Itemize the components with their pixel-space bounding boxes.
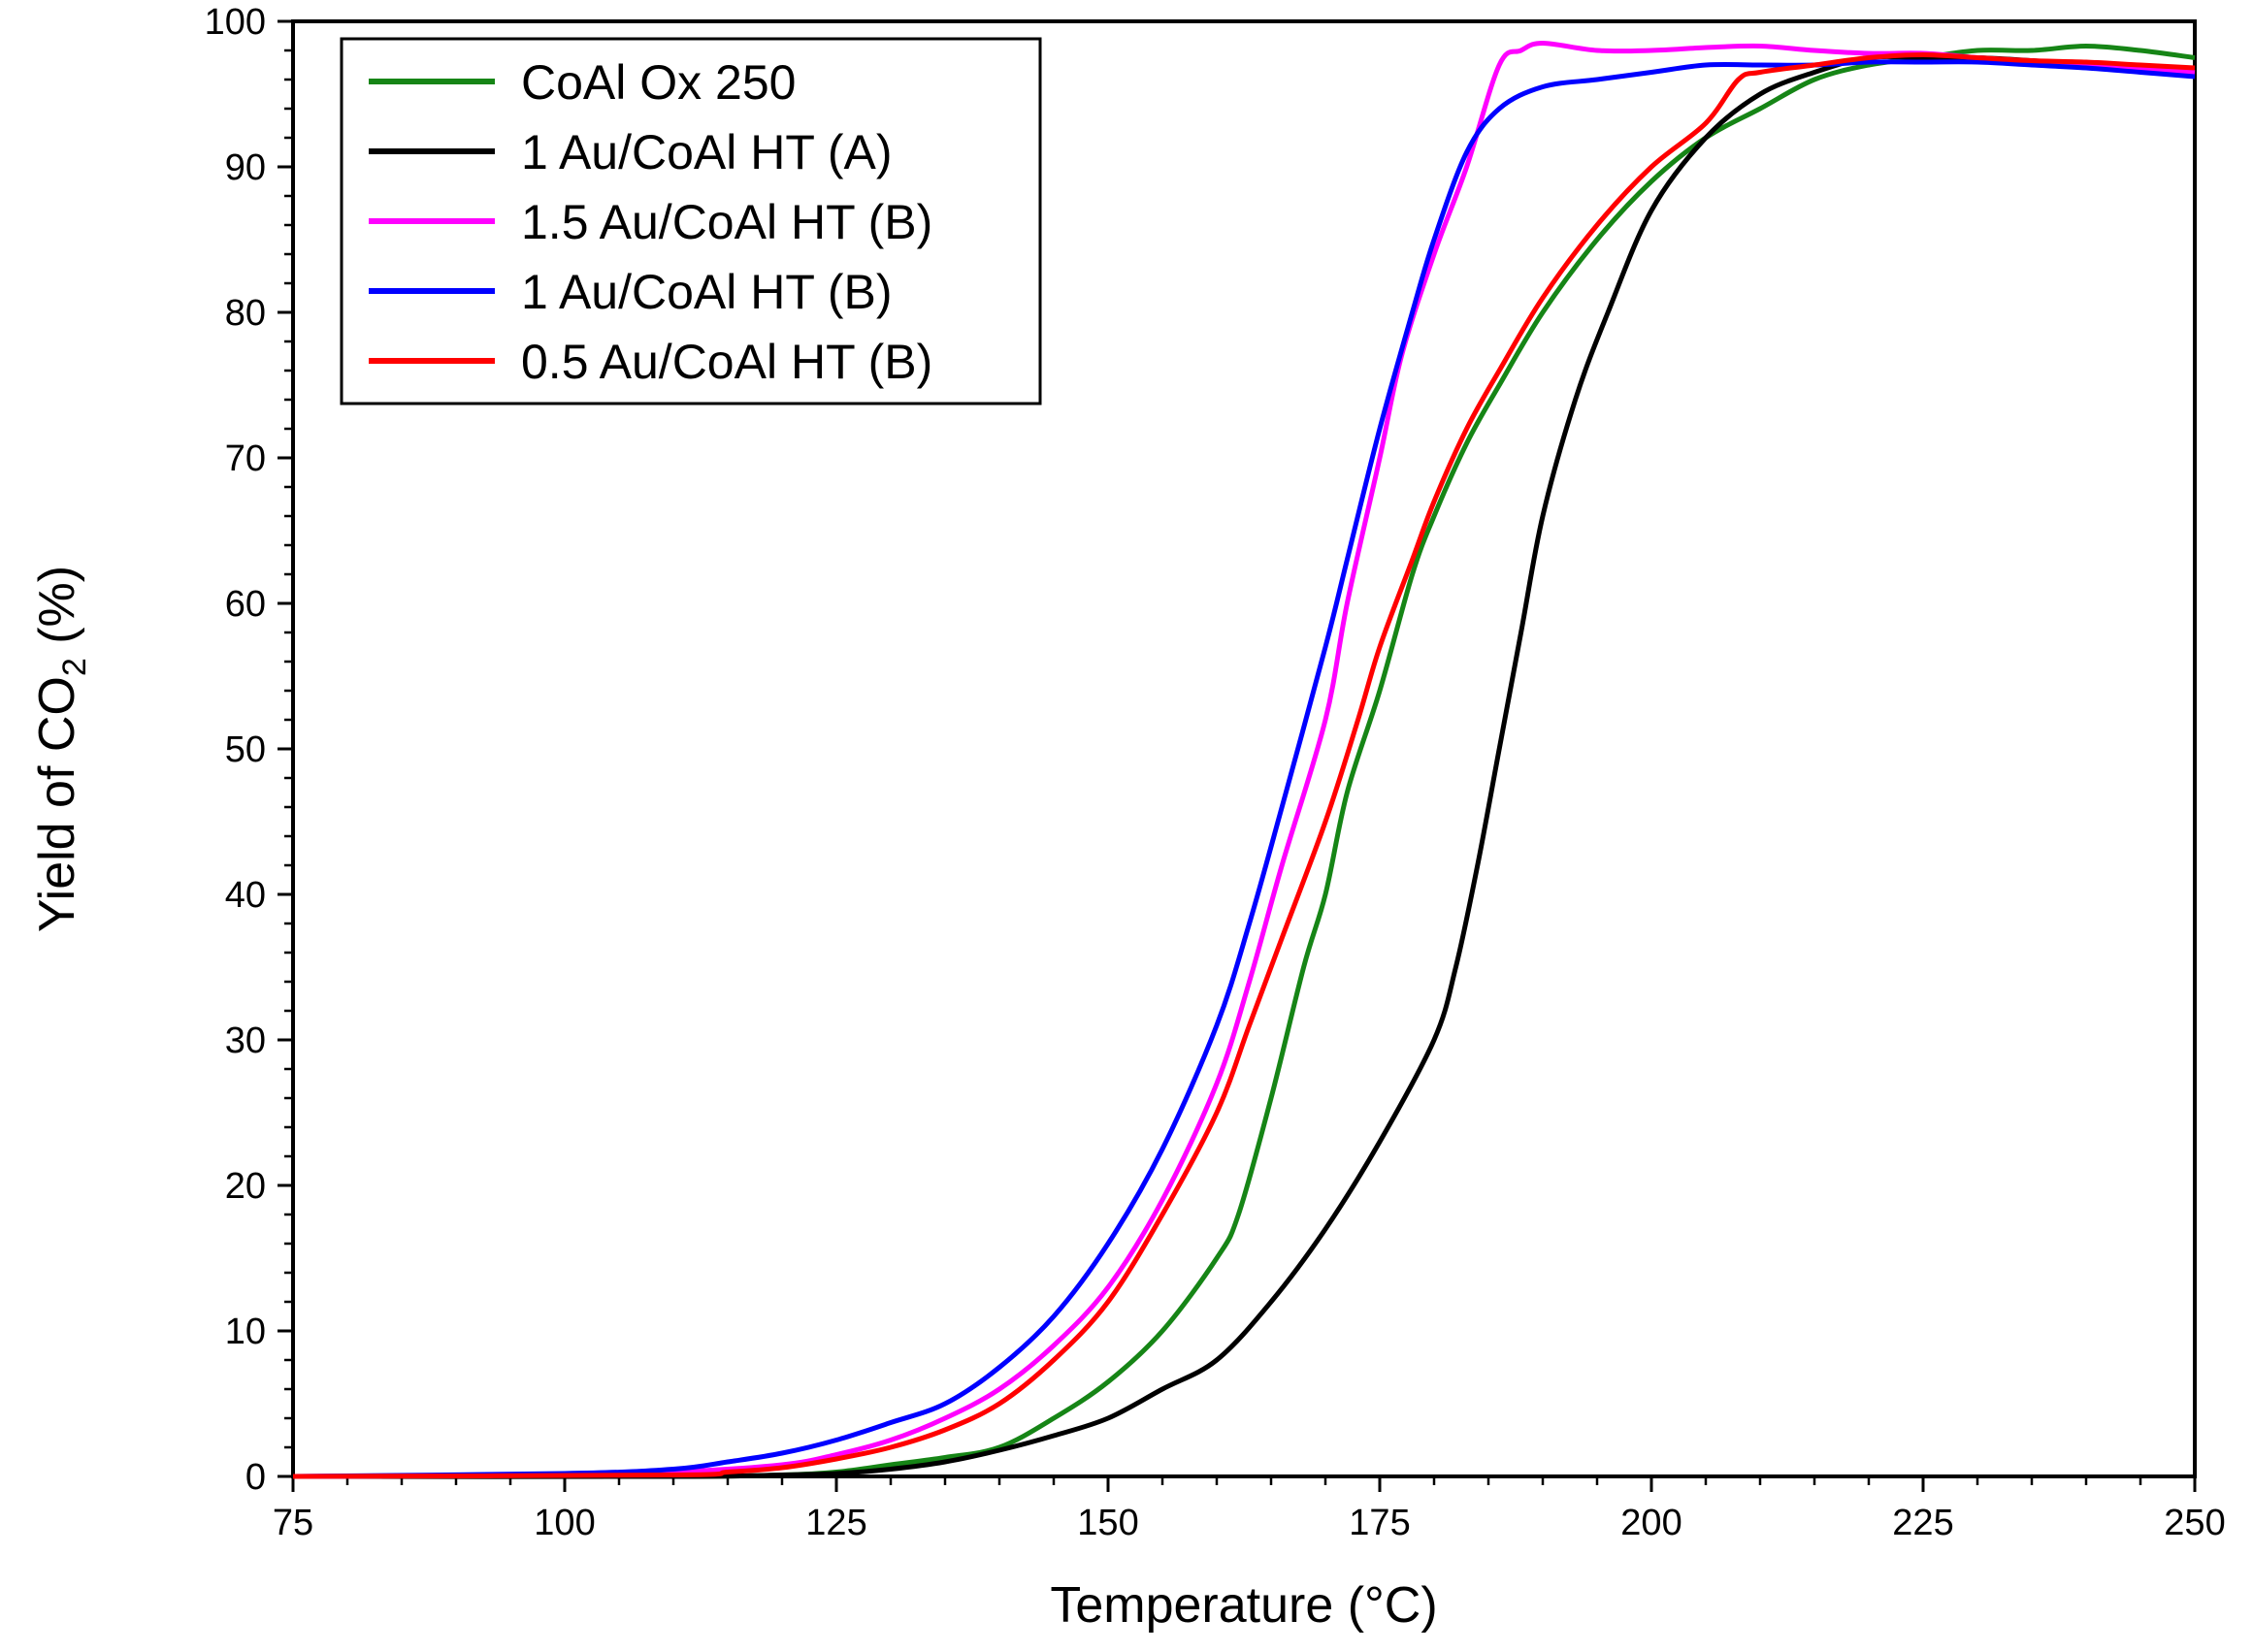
legend-label: 0.5 Au/CoAl HT (B) [521, 335, 932, 389]
x-tick-label: 75 [273, 1503, 313, 1543]
y-axis-title-text: Yield of CO2 (%) [29, 566, 93, 932]
legend-label: 1.5 Au/CoAl HT (B) [521, 195, 932, 249]
y-tick-label: 20 [225, 1166, 266, 1207]
x-tick-label: 250 [2164, 1503, 2225, 1543]
x-tick-label: 150 [1077, 1503, 1138, 1543]
legend-label: CoAl Ox 250 [521, 55, 796, 110]
x-tick-label: 225 [1892, 1503, 1953, 1543]
y-axis-title-main: Yield of CO [29, 676, 85, 932]
x-tick-label: 100 [534, 1503, 595, 1543]
x-tick-label: 200 [1620, 1503, 1682, 1543]
y-tick-label: 40 [225, 875, 266, 916]
legend-label: 1 Au/CoAl HT (A) [521, 125, 893, 179]
series-line-1-5-au-coal-ht-b [292, 41, 2196, 1479]
y-tick-label: 100 [205, 2, 266, 43]
y-tick-label: 10 [225, 1312, 266, 1352]
y-tick-label: 80 [225, 293, 266, 334]
y-tick-label: 50 [225, 729, 266, 770]
series-line-1-au-coal-ht-b [292, 59, 2196, 1479]
series-line-coal-ox-250 [292, 44, 2196, 1479]
y-axis-title: Yield of CO2 (%) [29, 566, 93, 932]
legend-entries: CoAl Ox 250 1 Au/CoAl HT (A) 1.5 Au/CoAl H… [369, 55, 932, 389]
x-axis-title: Temperature (°C) [1050, 1577, 1437, 1634]
y-tick-label: 90 [225, 147, 266, 188]
y-tick-label: 0 [245, 1457, 266, 1498]
series-line-0-5-au-coal-ht-b [292, 52, 2196, 1479]
x-tick-labels: 75 100 125 150 175 200 225 250 [273, 1503, 2226, 1543]
y-tick-labels: 0 10 20 30 40 50 60 70 80 90 100 [205, 2, 266, 1498]
y-axis-title-subscript: 2 [56, 658, 93, 676]
legend-label: 1 Au/CoAl HT (B) [521, 265, 893, 319]
y-tick-label: 70 [225, 438, 266, 479]
x-tick-label: 125 [805, 1503, 866, 1543]
y-tick-label: 60 [225, 584, 266, 625]
y-tick-label: 30 [225, 1020, 266, 1061]
series-lines [292, 41, 2196, 1479]
legend: CoAl Ox 250 1 Au/CoAl HT (A) 1.5 Au/CoAl H… [340, 37, 1042, 405]
x-tick-label: 175 [1349, 1503, 1410, 1543]
y-axis-title-tail: (%) [29, 566, 85, 658]
